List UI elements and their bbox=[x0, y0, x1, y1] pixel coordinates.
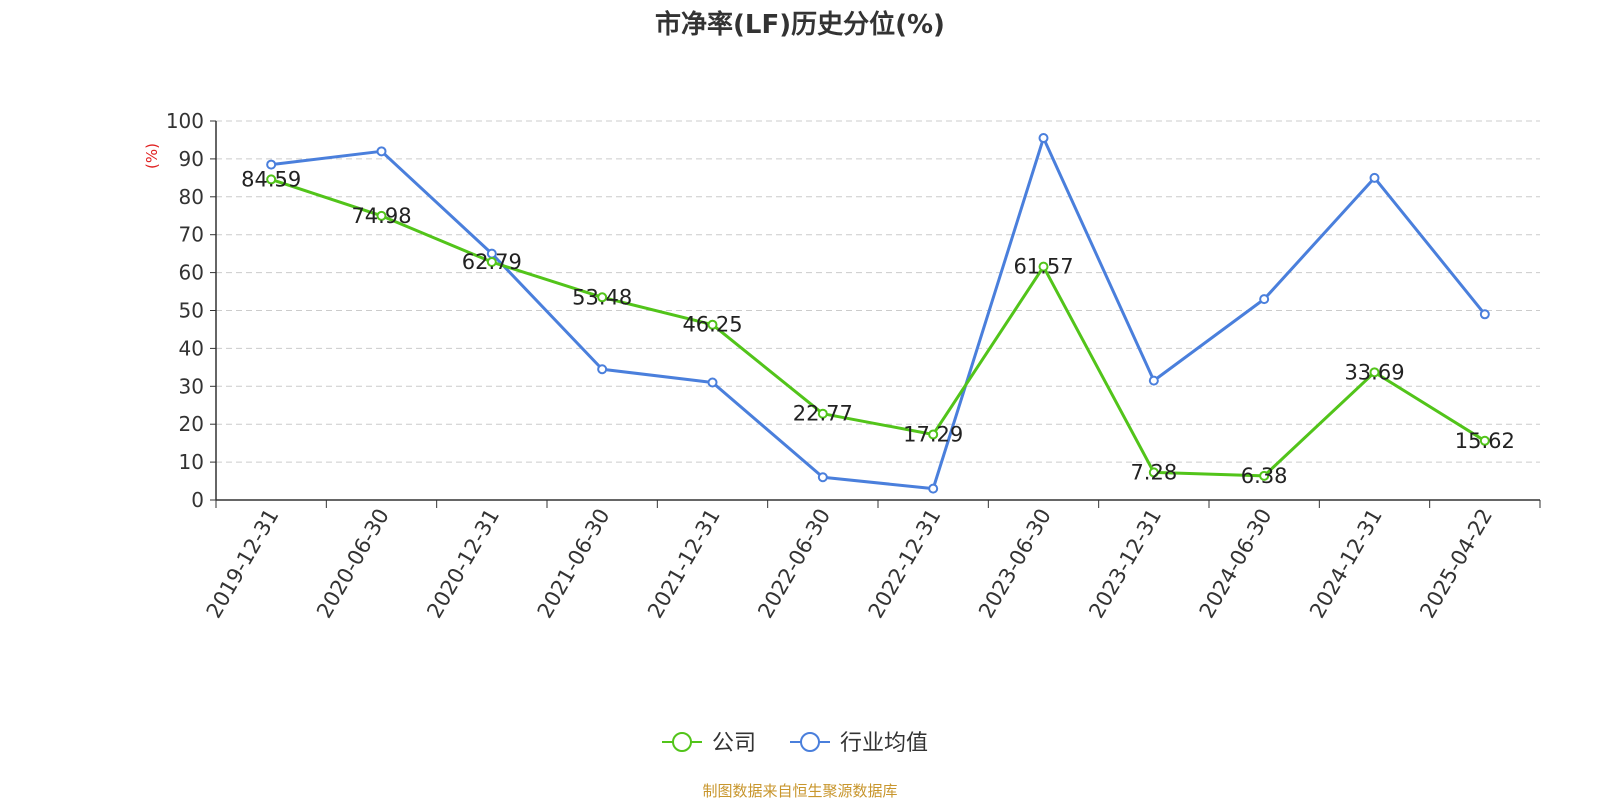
data-point-1 bbox=[707, 377, 718, 388]
x-tick-label: 2020-12-31 bbox=[422, 505, 504, 623]
x-tick-label: 2019-12-31 bbox=[202, 505, 284, 623]
legend-label-1: 行业均值 bbox=[840, 731, 928, 756]
data-point-0 bbox=[707, 319, 718, 330]
data-point-0 bbox=[1148, 467, 1159, 478]
data-source-note: 制图数据来自恒生聚源数据库 bbox=[702, 782, 898, 800]
y-tick-label: 10 bbox=[179, 450, 204, 474]
data-point-0 bbox=[1038, 261, 1049, 272]
y-tick-label: 70 bbox=[179, 223, 204, 247]
data-point-0 bbox=[928, 429, 939, 440]
data-label: 17.29 bbox=[903, 422, 963, 446]
x-tick-label: 2021-06-30 bbox=[533, 505, 615, 623]
data-point-1 bbox=[1259, 294, 1270, 305]
data-point-1 bbox=[597, 364, 608, 375]
data-label: 53.48 bbox=[572, 285, 632, 309]
y-axis-label: (%) bbox=[143, 143, 161, 169]
data-label: 6.38 bbox=[1241, 464, 1288, 488]
x-tick-label: 2024-12-31 bbox=[1305, 505, 1387, 623]
data-point-0 bbox=[486, 257, 497, 268]
data-point-0 bbox=[597, 292, 608, 303]
y-tick-label: 100 bbox=[166, 109, 204, 133]
chart-title: 市净率(LF)历史分位(%) bbox=[655, 10, 945, 40]
x-tick-label: 2022-06-30 bbox=[753, 505, 835, 623]
y-tick-label: 90 bbox=[179, 147, 204, 171]
data-point-0 bbox=[1479, 435, 1490, 446]
data-point-1 bbox=[1038, 133, 1049, 144]
data-label: 22.77 bbox=[793, 402, 853, 426]
y-tick-label: 50 bbox=[179, 299, 204, 323]
data-point-0 bbox=[376, 210, 387, 221]
y-tick-label: 80 bbox=[179, 185, 204, 209]
y-tick-label: 60 bbox=[179, 261, 204, 285]
x-tick-label: 2022-12-31 bbox=[864, 505, 946, 623]
data-point-0 bbox=[266, 174, 277, 185]
y-tick-label: 0 bbox=[191, 488, 204, 512]
data-label: 74.98 bbox=[351, 204, 411, 228]
data-point-1 bbox=[1479, 309, 1490, 320]
x-tick-label: 2024-06-30 bbox=[1195, 505, 1277, 623]
legend-label-0: 公司 bbox=[712, 731, 756, 756]
y-tick-label: 20 bbox=[179, 412, 204, 436]
x-tick-label: 2025-04-22 bbox=[1415, 505, 1497, 623]
data-point-0 bbox=[1259, 470, 1270, 481]
data-point-1 bbox=[266, 159, 277, 170]
x-tick-label: 2020-06-30 bbox=[312, 505, 394, 623]
data-label: 15.62 bbox=[1455, 429, 1515, 453]
legend-marker-0 bbox=[672, 732, 692, 752]
series-line-1 bbox=[270, 136, 1486, 491]
data-point-0 bbox=[1369, 367, 1380, 378]
x-tick-label: 2023-06-30 bbox=[974, 505, 1056, 623]
data-label: 61.57 bbox=[1013, 255, 1073, 279]
x-tick-label: 2021-12-31 bbox=[643, 505, 725, 623]
y-tick-label: 30 bbox=[179, 374, 204, 398]
data-label: 62.79 bbox=[462, 250, 522, 274]
legend-marker-1 bbox=[800, 732, 820, 752]
data-label: 7.28 bbox=[1130, 460, 1177, 484]
data-label: 33.69 bbox=[1344, 360, 1404, 384]
data-point-1 bbox=[1369, 172, 1380, 183]
series-line-0 bbox=[270, 177, 1486, 478]
x-tick-label: 2023-12-31 bbox=[1084, 505, 1166, 623]
data-label: 46.25 bbox=[682, 313, 742, 337]
y-tick-label: 40 bbox=[179, 336, 204, 360]
data-point-1 bbox=[817, 472, 828, 483]
data-point-1 bbox=[928, 483, 939, 494]
data-point-1 bbox=[376, 146, 387, 157]
data-point-0 bbox=[817, 408, 828, 419]
data-label: 84.59 bbox=[241, 167, 301, 191]
data-point-1 bbox=[1148, 375, 1159, 386]
